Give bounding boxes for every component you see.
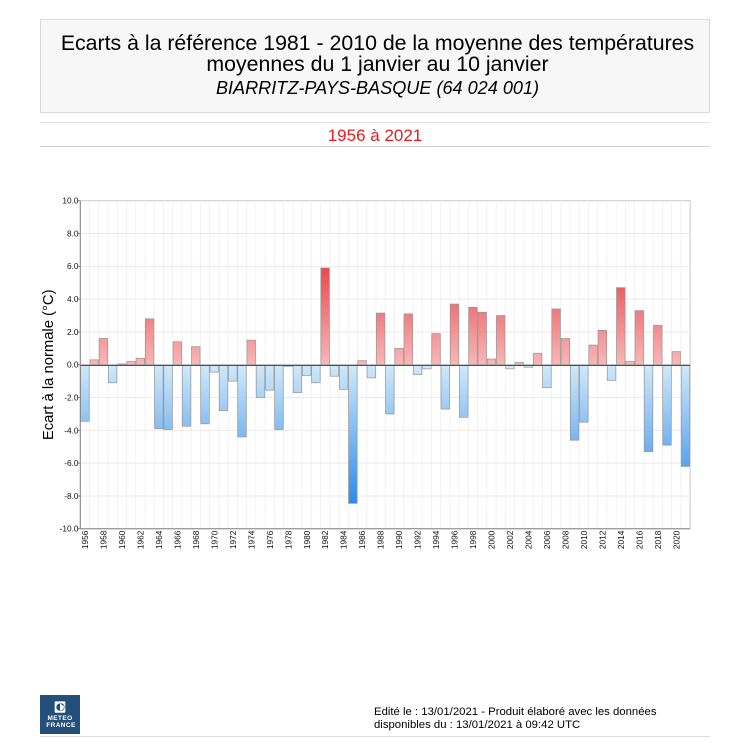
svg-text:1964: 1964 (154, 530, 164, 549)
svg-text:-6.0: -6.0 (64, 458, 79, 468)
svg-text:1956: 1956 (80, 530, 90, 549)
svg-text:2010: 2010 (579, 530, 589, 549)
svg-text:1998: 1998 (468, 530, 478, 549)
svg-text:8.0: 8.0 (67, 228, 79, 238)
svg-text:1972: 1972 (228, 530, 238, 549)
svg-text:2.0: 2.0 (67, 327, 79, 337)
svg-text:0.0: 0.0 (67, 360, 79, 370)
svg-text:2002: 2002 (505, 530, 515, 549)
svg-text:1990: 1990 (394, 530, 404, 549)
svg-text:2014: 2014 (616, 530, 626, 549)
svg-text:-8.0: -8.0 (64, 491, 79, 501)
svg-text:1992: 1992 (413, 530, 423, 549)
svg-text:2016: 2016 (634, 530, 644, 549)
svg-text:2018: 2018 (653, 530, 663, 549)
svg-text:2008: 2008 (560, 530, 570, 549)
svg-text:1976: 1976 (265, 530, 275, 549)
svg-text:-2.0: -2.0 (64, 392, 79, 402)
svg-text:1966: 1966 (172, 530, 182, 549)
svg-text:1962: 1962 (135, 530, 145, 549)
svg-text:1980: 1980 (302, 530, 312, 549)
svg-text:1970: 1970 (209, 530, 219, 549)
svg-text:1986: 1986 (357, 530, 367, 549)
svg-text:1996: 1996 (450, 530, 460, 549)
svg-text:1978: 1978 (283, 530, 293, 549)
svg-text:2000: 2000 (487, 530, 497, 549)
svg-text:1958: 1958 (99, 530, 109, 549)
svg-text:6.0: 6.0 (67, 261, 79, 271)
svg-text:10.0: 10.0 (62, 196, 79, 206)
svg-text:-4.0: -4.0 (64, 425, 79, 435)
svg-text:-10.0: -10.0 (60, 524, 79, 534)
svg-text:1968: 1968 (191, 530, 201, 549)
svg-text:1994: 1994 (431, 530, 441, 549)
svg-text:4.0: 4.0 (67, 294, 79, 304)
svg-text:Ecart à la normale (°C): Ecart à la normale (°C) (41, 289, 57, 440)
svg-text:2012: 2012 (597, 530, 607, 549)
svg-text:1982: 1982 (320, 530, 330, 549)
svg-text:1988: 1988 (376, 530, 386, 549)
svg-text:2006: 2006 (542, 530, 552, 549)
svg-text:1960: 1960 (117, 530, 127, 549)
svg-text:2020: 2020 (671, 530, 681, 549)
svg-text:1974: 1974 (246, 530, 256, 549)
svg-text:2004: 2004 (524, 530, 534, 549)
svg-text:1984: 1984 (339, 530, 349, 549)
